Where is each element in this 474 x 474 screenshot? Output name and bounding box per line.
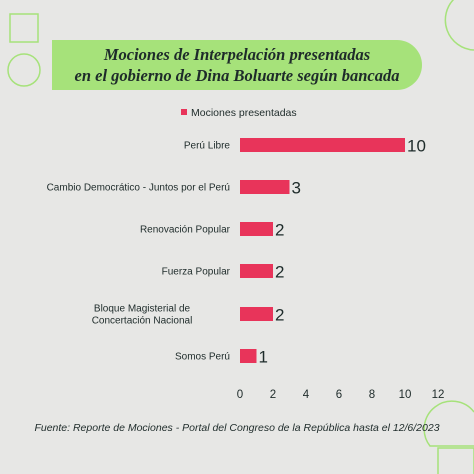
category-label: Cambio Democrático - Juntos por el Perú [47,183,230,194]
x-tick-label: 12 [432,389,445,401]
chart-title-line-2: en el gobierno de Dina Boluarte según ba… [74,66,400,85]
value-label: 2 [275,306,284,325]
category-label: Somos Perú [175,352,230,363]
category-label-line: Concertación Nacional [92,316,193,327]
category-label: Bloque Magisterial de Concertación Nacion… [92,304,193,327]
x-tick-label: 4 [303,389,310,401]
category-label-line: Bloque Magisterial de [94,304,191,315]
value-label: 2 [275,263,284,282]
value-label: 3 [292,179,301,198]
bar [240,222,273,236]
bar [240,307,273,321]
legend-swatch [181,109,187,115]
category-label: Perú Libre [184,141,231,152]
title-banner: Mociones de Interpelación presentadas en… [52,40,422,90]
category-label: Renovación Popular [140,225,231,236]
x-tick-label: 10 [399,389,412,401]
x-tick-label: 6 [336,389,342,401]
x-tick-label: 8 [369,389,375,401]
chart-title-line-1: Mociones de Interpelación presentadas [103,45,371,64]
bar [240,138,405,152]
x-tick-label: 0 [237,389,243,401]
category-label: Fuerza Popular [162,267,231,278]
bar [240,180,290,194]
value-label: 1 [259,348,268,367]
bar [240,349,257,363]
x-tick-label: 2 [270,389,276,401]
value-label: 10 [407,137,426,156]
legend-label: Mociones presentadas [191,107,297,119]
value-label: 2 [275,221,284,240]
bar [240,264,273,278]
source-note: Fuente: Reporte de Mociones - Portal del… [34,422,440,434]
